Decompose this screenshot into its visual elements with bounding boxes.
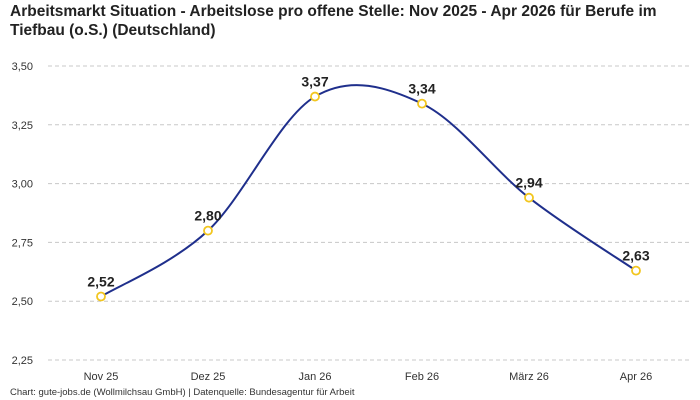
y-tick-label: 3,50 (12, 61, 33, 73)
data-label: 2,52 (87, 273, 114, 289)
x-axis-ticks: Nov 25 Dez 25 Jan 26 Feb 26 März 26 Apr 26 (84, 371, 653, 383)
x-tick-label: Apr 26 (620, 371, 652, 383)
y-tick-label: 2,75 (12, 237, 33, 249)
data-label: 2,94 (515, 175, 542, 191)
data-labels: 2,52 2,80 3,37 3,34 2,94 2,63 (87, 74, 649, 290)
y-tick-label: 2,50 (12, 296, 33, 308)
series-line (100, 84, 637, 298)
data-label: 2,63 (622, 248, 649, 264)
data-point-marker (203, 225, 213, 236)
chart-source-footer: Chart: gute-jobs.de (Wollmilchsau GmbH) … (10, 387, 355, 398)
x-tick-label: Jan 26 (298, 371, 331, 383)
y-tick-label: 3,00 (12, 179, 33, 191)
y-tick-label: 3,25 (12, 120, 33, 132)
data-point-markers (96, 91, 641, 302)
x-tick-label: Feb 26 (405, 371, 439, 383)
data-point-marker (96, 291, 106, 302)
chart-title: Arbeitsmarkt Situation - Arbeitslose pro… (10, 3, 657, 39)
data-label: 3,34 (408, 81, 435, 97)
data-label: 2,80 (194, 208, 221, 224)
y-axis-ticks: 2,25 2,50 2,75 3,00 3,25 3,50 (12, 61, 33, 367)
x-tick-label: Dez 25 (191, 371, 226, 383)
data-point-marker (631, 265, 641, 276)
y-tick-label: 2,25 (12, 355, 33, 367)
data-label: 3,37 (301, 74, 328, 90)
grid-lines (48, 65, 690, 361)
x-tick-label: März 26 (509, 371, 549, 383)
data-point-marker (310, 91, 320, 102)
x-tick-label: Nov 25 (84, 371, 119, 383)
series-line-layer (100, 84, 637, 298)
data-point-marker (524, 192, 534, 203)
data-point-marker (417, 98, 427, 109)
